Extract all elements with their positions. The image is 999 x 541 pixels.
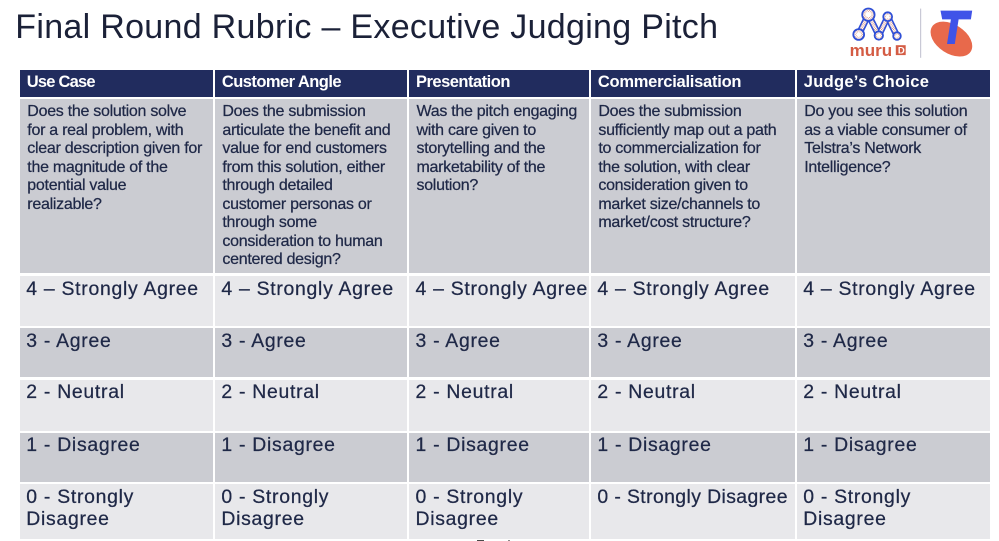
svg-text:muru: muru (850, 41, 893, 60)
svg-text:D: D (898, 46, 905, 57)
